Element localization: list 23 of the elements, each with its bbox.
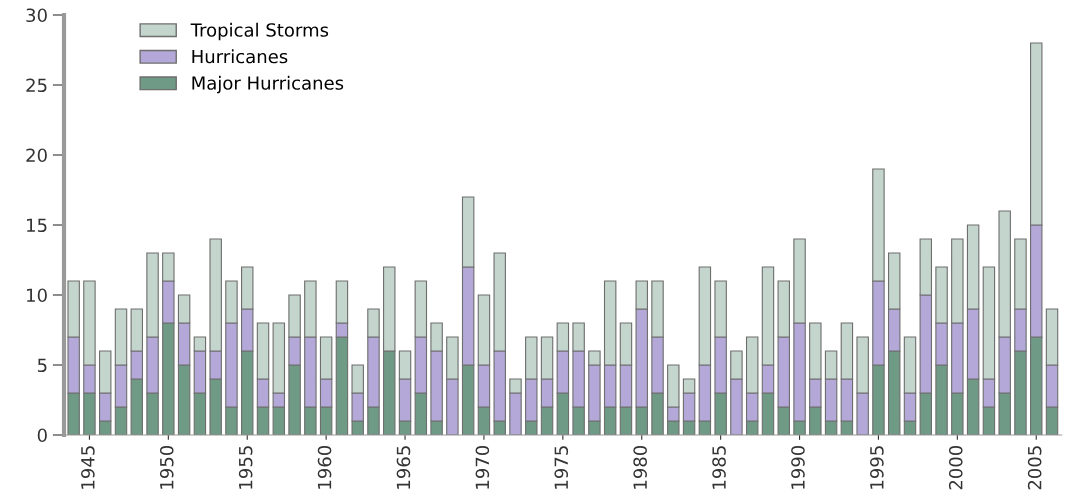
y-tick-label: 30	[26, 8, 47, 23]
x-tick-label: 1965	[396, 446, 411, 489]
x-tick-label: 1955	[238, 446, 253, 489]
x-tick-label: 1975	[554, 446, 569, 489]
legend-label: Hurricanes	[192, 49, 288, 64]
x-tick-label: 1985	[712, 446, 726, 489]
y-tick-label: 10	[27, 288, 47, 303]
x-tick-label: 1990	[791, 445, 805, 489]
x-tick-label: 1980	[633, 445, 647, 489]
legend-label: Major Hurricanes	[192, 75, 344, 94]
x-tick-label: 1995	[870, 446, 884, 489]
x-tick-label: 1970	[475, 445, 490, 489]
y-tick-label: 20	[26, 148, 47, 163]
x-tick-label: 1960	[317, 445, 332, 489]
y-tick-label: 25	[26, 78, 47, 93]
x-tick-label: 1945	[81, 446, 95, 489]
legend-label: Tropical Storms	[190, 22, 329, 41]
x-tick-label: 2005	[1027, 446, 1042, 490]
x-tick-label: 2000	[948, 445, 963, 490]
x-tick-label: 1950	[159, 445, 174, 489]
y-tick-label: 15	[27, 218, 47, 233]
y-tick-label: 0	[37, 428, 47, 443]
y-tick-label: 5	[37, 358, 47, 373]
